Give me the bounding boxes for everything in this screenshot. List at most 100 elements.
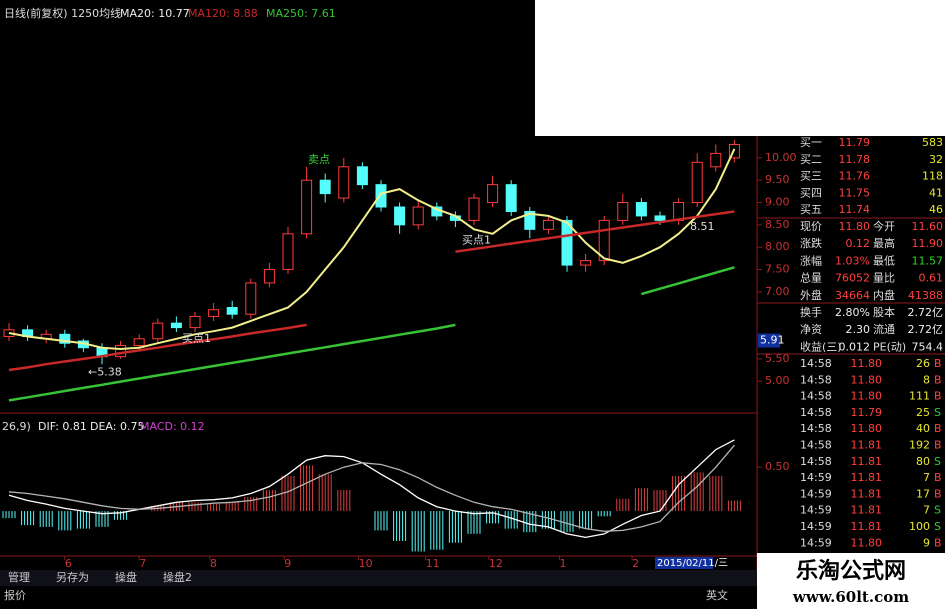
candle-body — [710, 152, 722, 168]
trade-time: 14:59 — [800, 471, 832, 484]
trade-side: B — [934, 373, 942, 386]
order-price: 11.75 — [839, 186, 871, 199]
order-price: 11.74 — [839, 203, 871, 216]
legend-entry: DEA: 0.75 — [90, 420, 144, 433]
quote-label: 总量 — [800, 271, 822, 285]
y-tick-label: 5.50 — [765, 352, 790, 365]
trade-price: 11.80 — [851, 422, 883, 435]
quote-label: PE(动) — [873, 340, 906, 353]
candle-body — [691, 161, 703, 204]
quote-value: 2.72亿 — [908, 306, 944, 319]
quote-value: 0.12 — [846, 237, 871, 250]
quote-value: 11.80 — [839, 220, 871, 233]
trade-price: 11.79 — [851, 406, 883, 419]
trade-side: S — [934, 406, 941, 419]
trade-volume: 9 — [923, 536, 930, 549]
toolbar — [0, 570, 757, 586]
candle-body — [263, 269, 275, 284]
trade-volume: 111 — [909, 390, 930, 403]
quote-value: 11.90 — [912, 237, 944, 250]
order-volume: 46 — [929, 203, 943, 216]
candle-body — [542, 219, 554, 230]
candle-body — [319, 179, 331, 195]
candle-body — [487, 184, 499, 204]
macd-line — [8, 444, 735, 532]
order-price: 11.78 — [839, 153, 871, 166]
trade-side: B — [934, 422, 942, 435]
status-tab[interactable]: 报价 — [4, 588, 26, 602]
quote-label: 内盘 — [873, 288, 895, 302]
y-tick-label: 10.00 — [765, 151, 797, 164]
trade-side: B — [934, 439, 942, 452]
trade-time: 14:58 — [800, 357, 832, 370]
x-tick-label: 2 — [632, 557, 639, 570]
quote-label: 涨跌 — [800, 236, 822, 250]
macd-title: 26,9) — [2, 420, 31, 433]
trade-side: S — [934, 455, 941, 468]
x-tick-label: 12 — [489, 557, 503, 570]
toolbar-tab[interactable]: 操盘 — [115, 570, 137, 584]
trade-time: 14:58 — [800, 455, 832, 468]
legend-entry: MACD: 0.12 — [140, 420, 205, 433]
trade-time: 14:58 — [800, 390, 832, 403]
quote-label: 股本 — [873, 305, 895, 319]
ma-line — [8, 266, 735, 402]
candle-body — [301, 179, 313, 235]
trade-side: B — [934, 487, 942, 500]
price-marker-label: 5.91 — [760, 334, 785, 347]
candle-body — [673, 202, 685, 221]
toolbar-tab[interactable]: 操盘2 — [163, 570, 192, 584]
trade-time: 14:58 — [800, 373, 832, 386]
quote-label: 换手 — [800, 305, 822, 319]
quote-label: 外盘 — [800, 288, 822, 302]
status-tab[interactable]: 英文 — [706, 588, 728, 602]
quote-label: 今开 — [873, 219, 895, 233]
candle-body — [59, 333, 71, 344]
trade-side: S — [934, 504, 941, 517]
order-price: 11.76 — [839, 170, 871, 183]
candle-body — [189, 315, 201, 329]
quote-value: 41388 — [908, 289, 943, 302]
quote-label: 量比 — [873, 272, 895, 285]
trade-volume: 25 — [916, 406, 930, 419]
candle-body — [505, 184, 517, 212]
quote-value: 2.80% — [835, 306, 870, 319]
quote-label: 最低 — [873, 254, 895, 267]
candle-body — [635, 202, 647, 217]
y-tick-label: 0.50 — [765, 460, 790, 473]
trade-price: 11.81 — [851, 471, 883, 484]
x-tick-label: 8 — [210, 557, 217, 570]
candle-body — [356, 166, 368, 186]
annotation: 8.51 — [690, 220, 715, 233]
trade-price: 11.80 — [851, 536, 883, 549]
x-tick-label: 7 — [139, 557, 146, 570]
ma-line — [8, 148, 736, 351]
candle-body — [654, 215, 666, 221]
cursor-date-box — [655, 557, 713, 569]
legend-entry: DIF: 0.81 — [38, 420, 87, 433]
quote-value: 1.03% — [835, 254, 870, 267]
order-volume: 118 — [922, 170, 943, 183]
watermark-box — [757, 553, 945, 609]
watermark-title: 乐淘公式网 — [796, 558, 906, 584]
candle-body — [245, 282, 257, 315]
order-price: 11.79 — [839, 136, 871, 149]
toolbar-tab[interactable]: 另存为 — [56, 570, 89, 584]
trade-price: 11.81 — [851, 504, 883, 517]
price-marker — [758, 333, 780, 348]
trade-side: B — [934, 390, 942, 403]
quote-label: 最高 — [873, 236, 895, 250]
annotation: 买点1 — [182, 332, 211, 345]
trade-price: 11.81 — [851, 439, 883, 452]
trade-volume: 40 — [916, 422, 930, 435]
quote-value: 11.60 — [912, 220, 944, 233]
candle-body — [394, 206, 406, 226]
chart-title: 日线(前复权) 1250均线 — [4, 6, 121, 20]
toolbar-tab[interactable]: 管理 — [8, 570, 30, 584]
y-tick-label: 9.50 — [765, 173, 790, 186]
trade-time: 14:59 — [800, 536, 832, 549]
quote-value: 754.4 — [912, 340, 944, 353]
quote-value: 0.012 — [839, 340, 871, 353]
